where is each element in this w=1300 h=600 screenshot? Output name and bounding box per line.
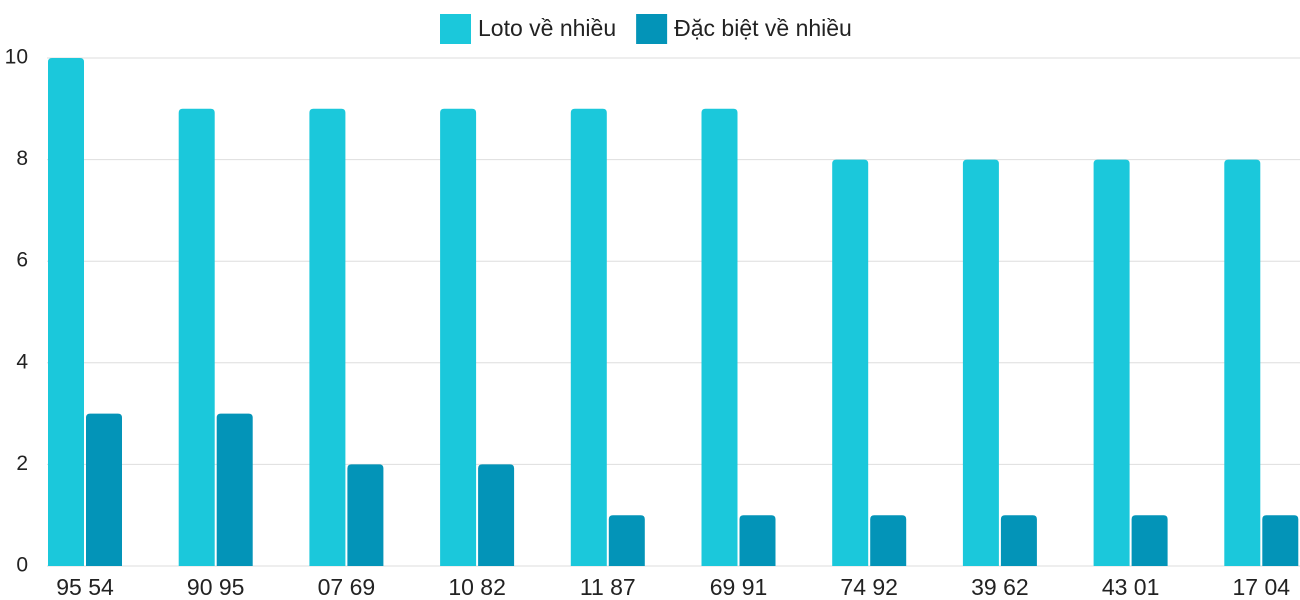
bar [309,108,346,567]
x-tick-label: 69 91 [710,574,768,600]
bar [1262,515,1299,566]
bar [701,108,738,567]
x-tick-label: 95 54 [56,574,114,600]
legend-label: Đặc biệt về nhiều [674,15,852,41]
x-tick-label: 39 62 [971,574,1029,600]
bar [178,108,215,567]
bar [739,515,776,566]
x-tick-label: 74 92 [840,574,898,600]
bar [478,464,515,566]
legend-label: Loto về nhiều [478,15,616,41]
bar [347,464,384,566]
bar [1131,515,1168,566]
y-tick-label: 10 [5,46,28,69]
x-tick-label: 90 95 [187,574,245,600]
bar [48,58,84,566]
bar [86,413,122,566]
x-tick-label: 43 01 [1102,574,1160,600]
bar [832,159,869,566]
x-tick-label: 11 87 [580,574,636,600]
legend-swatch [636,14,668,44]
bar [1093,159,1130,566]
bar [1000,515,1037,566]
y-tick-label: 4 [16,350,28,373]
legend-swatch [440,14,471,44]
bar [608,515,645,566]
y-tick-label: 0 [16,554,28,577]
bar [570,108,607,567]
x-tick-label: 10 82 [448,574,506,600]
y-tick-label: 8 [16,147,28,170]
y-tick-label: 2 [16,452,28,475]
bar [962,159,999,566]
y-tick-label: 6 [16,249,28,272]
bar [1224,159,1261,566]
bar [870,515,907,566]
bar [440,108,477,567]
bar [216,413,253,566]
x-tick-label: 17 04 [1233,574,1291,600]
x-tick-label: 07 69 [318,574,376,600]
